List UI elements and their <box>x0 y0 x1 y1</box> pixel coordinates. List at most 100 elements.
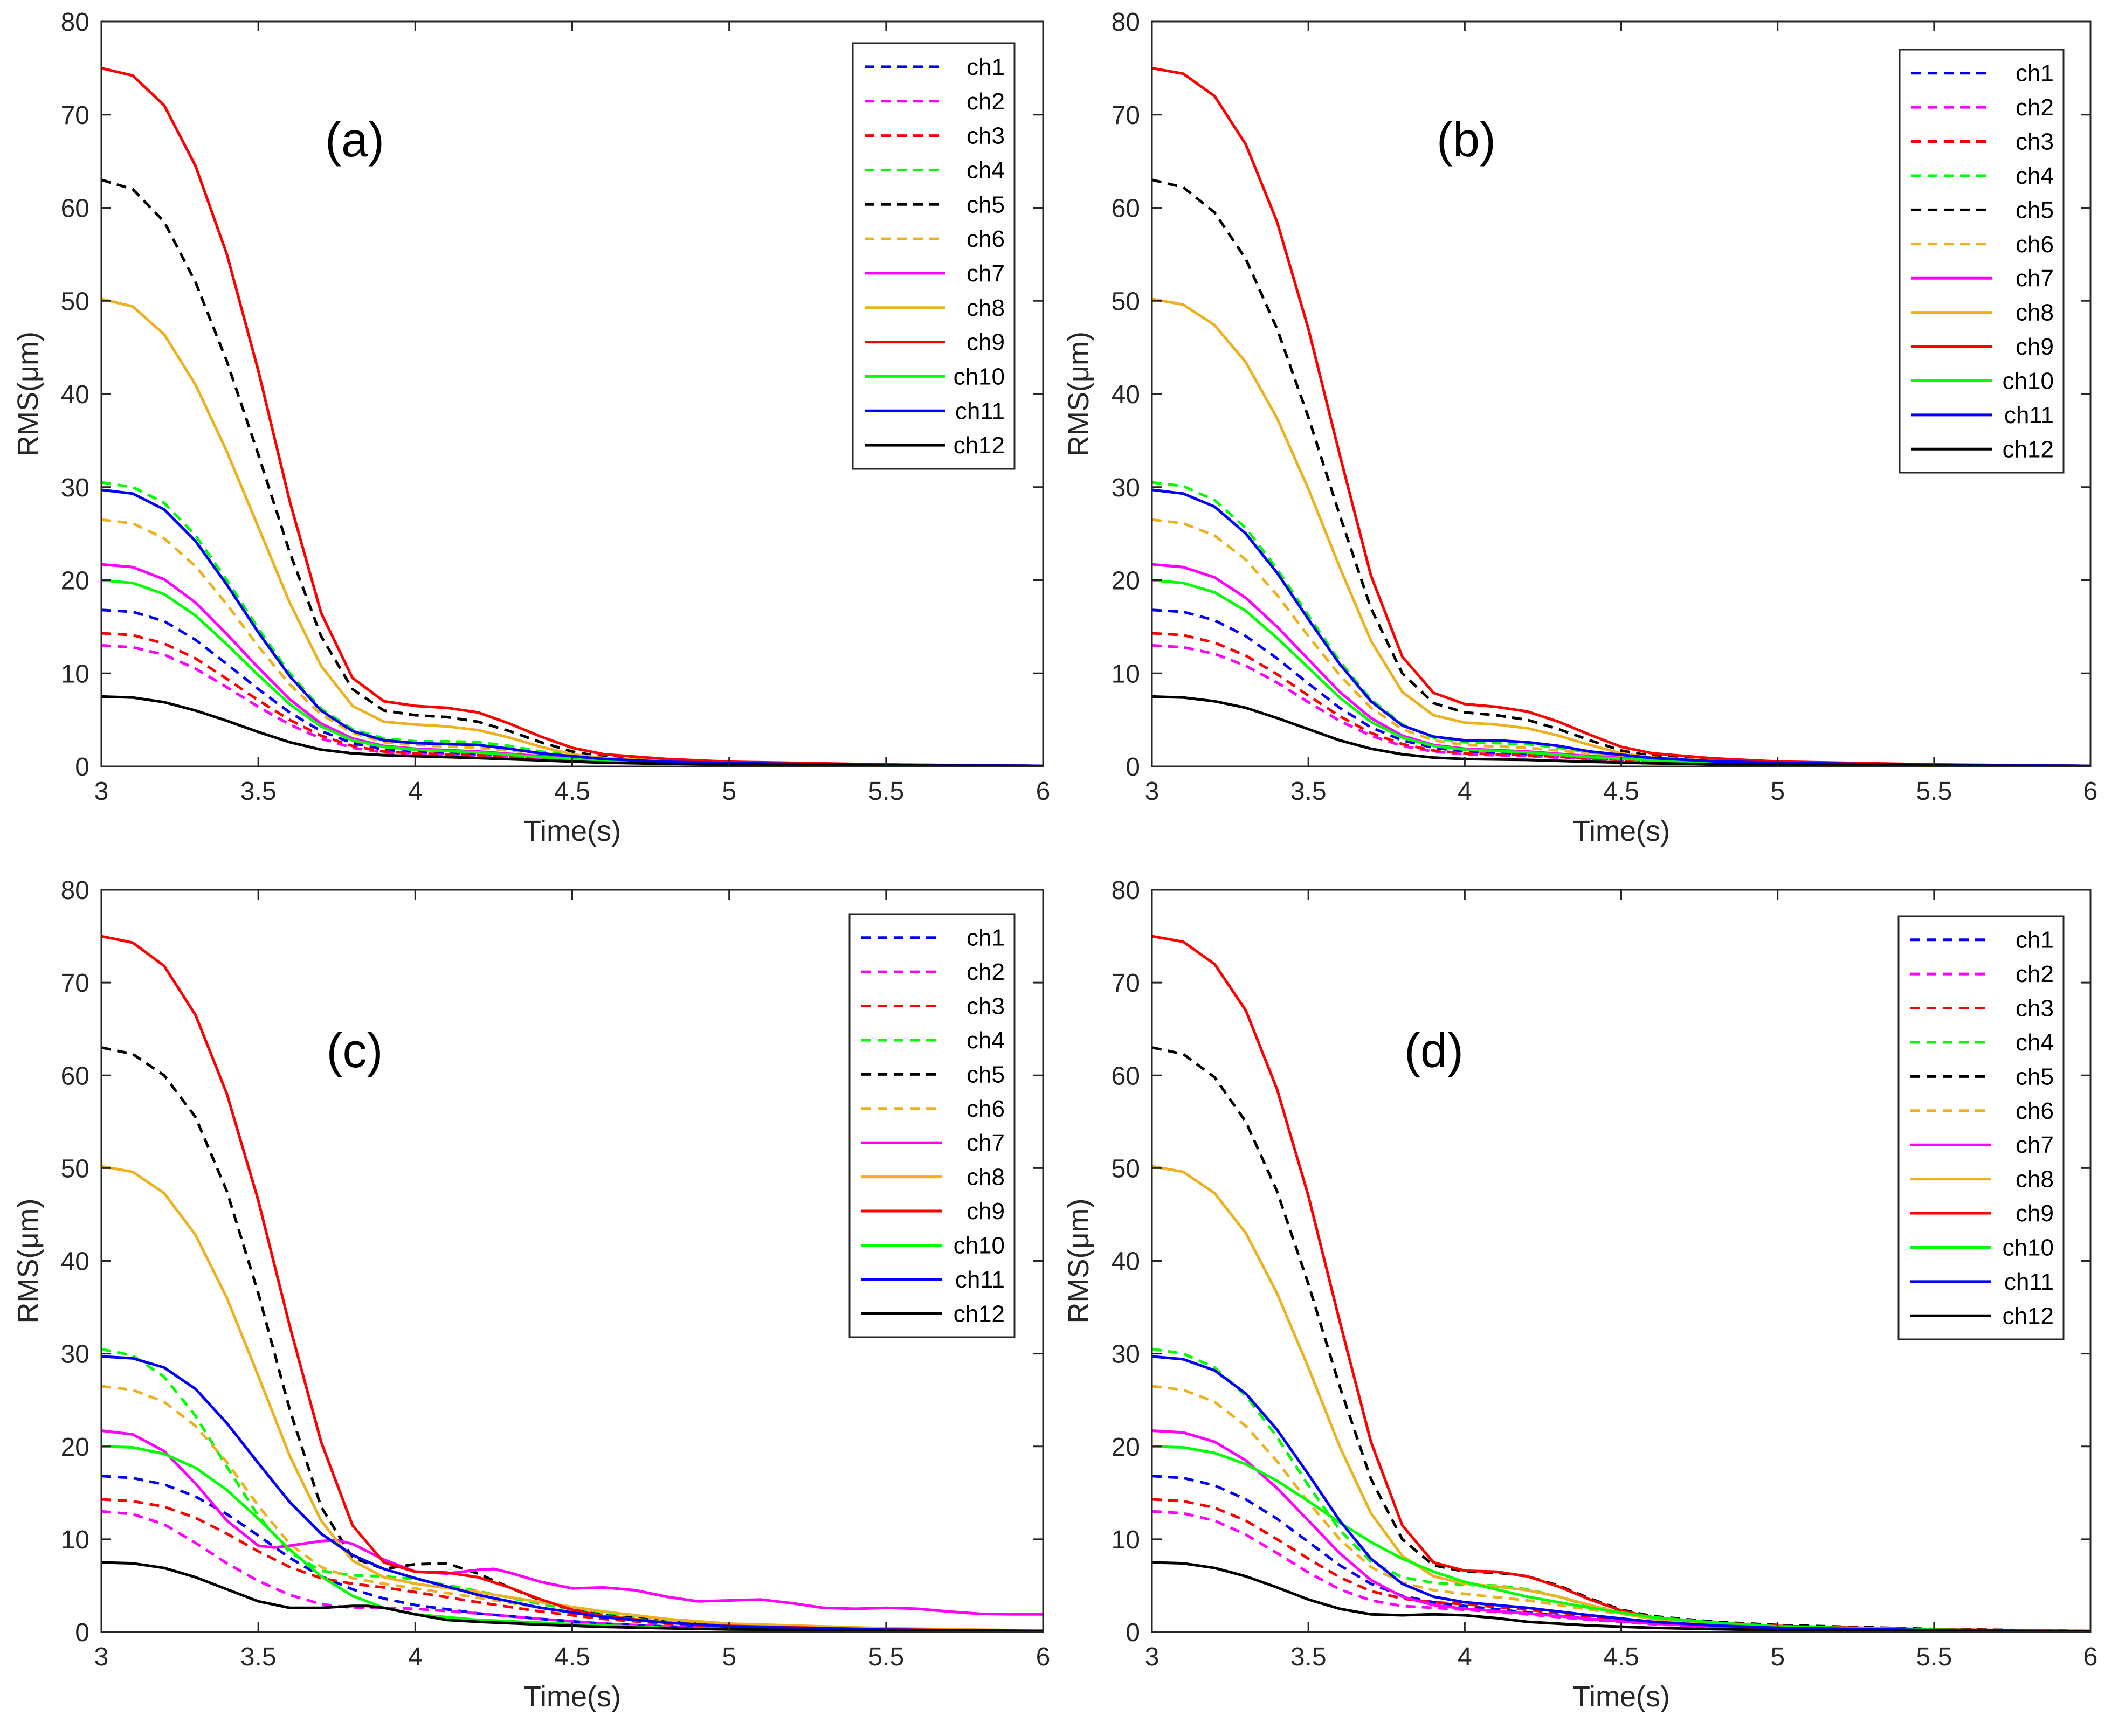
x-tick-label: 3 <box>1145 1643 1160 1671</box>
series-group <box>101 935 1043 1632</box>
x-tick-label: 5 <box>1770 1643 1785 1671</box>
y-tick-label: 10 <box>1112 660 1140 688</box>
x-tick-label: 4.5 <box>554 1643 590 1671</box>
legend-label-ch10: ch10 <box>954 1232 1005 1258</box>
y-tick-label: 80 <box>1112 8 1140 37</box>
x-tick-label: 5.5 <box>1916 777 1952 806</box>
panel-b: 3 3.5 4 4.5 5 5.5 601020304050607080Time(s)RMS… <box>1062 8 2097 847</box>
y-tick-label: 50 <box>1112 287 1140 316</box>
y-tick-label: 10 <box>1112 1526 1140 1554</box>
y-axis-label: RMS(μm) <box>12 331 44 457</box>
x-axis-label: Time(s) <box>523 815 621 847</box>
y-tick-label: 70 <box>61 101 89 130</box>
x-tick-label: 4 <box>1458 1643 1472 1671</box>
x-tick-label: 3.5 <box>240 1643 277 1671</box>
legend-label-ch2: ch2 <box>967 959 1005 985</box>
legend-label-ch5: ch5 <box>2016 1063 2054 1090</box>
legend-label-ch3: ch3 <box>2016 129 2054 155</box>
legend-label-ch6: ch6 <box>967 1096 1005 1122</box>
series-line-ch11 <box>101 1355 1043 1632</box>
series-line-ch12 <box>1152 695 2090 766</box>
legend-label-ch7: ch7 <box>2016 1132 2054 1158</box>
y-tick-label: 50 <box>61 1154 89 1183</box>
legend-label-ch12: ch12 <box>954 432 1005 459</box>
legend-label-ch7: ch7 <box>967 1130 1005 1156</box>
x-tick-label: 3.5 <box>240 777 277 806</box>
y-tick-label: 50 <box>61 287 89 316</box>
x-axis-label: Time(s) <box>1572 815 1670 847</box>
legend-label-ch12: ch12 <box>954 1301 1005 1327</box>
x-tick-label: 3.5 <box>1290 1643 1327 1671</box>
y-tick-label: 60 <box>61 1062 89 1090</box>
x-tick-label: 6 <box>2083 1643 2098 1671</box>
legend-label-ch9: ch9 <box>2016 334 2054 360</box>
legend-label-ch10: ch10 <box>2003 1234 2054 1261</box>
y-tick-label: 80 <box>1112 876 1140 905</box>
legend-label-ch12: ch12 <box>2003 436 2054 462</box>
legend-label-ch8: ch8 <box>967 295 1005 321</box>
legend-label-ch3: ch3 <box>967 123 1005 149</box>
y-tick-label: 30 <box>61 474 89 502</box>
x-tick-label: 3 <box>94 777 109 806</box>
series-group <box>1152 935 2090 1632</box>
y-tick-label: 60 <box>1112 1062 1140 1090</box>
panel-d: 3 3.5 4 4.5 5 5.5 601020304050607080Time(s)RMS… <box>1062 876 2097 1713</box>
series-line-ch9 <box>101 66 1043 766</box>
legend-label-ch11: ch11 <box>2004 1269 2054 1295</box>
x-tick-label: 4 <box>408 777 423 806</box>
series-line-ch10 <box>1152 1445 2090 1632</box>
series-group <box>101 66 1043 766</box>
legend-label-ch7: ch7 <box>967 260 1005 287</box>
series-line-ch11 <box>1152 1355 2090 1632</box>
legend: ch1 ch2 ch3 ch4 ch5 ch6 ch7 ch8 ch9 ch10 ch11 ch12 <box>848 913 1016 1338</box>
series-line-ch12 <box>1152 1561 2090 1632</box>
x-tick-label: 6 <box>1036 1643 1051 1671</box>
legend-box <box>852 42 1016 470</box>
y-tick-label: 30 <box>1112 474 1140 502</box>
y-tick-label: 40 <box>1112 381 1140 409</box>
legend-label-ch5: ch5 <box>967 191 1005 218</box>
y-tick-label: 20 <box>61 567 89 596</box>
legend-box <box>1899 49 2065 474</box>
y-tick-label: 40 <box>61 1248 89 1276</box>
legend-label-ch11: ch11 <box>955 398 1005 424</box>
legend-label-ch5: ch5 <box>2016 197 2054 223</box>
x-tick-label: 5 <box>1770 777 1785 806</box>
y-axis-label: RMS(μm) <box>1062 1198 1095 1323</box>
x-tick-label: 6 <box>2083 777 2098 806</box>
legend-box <box>848 913 1016 1338</box>
y-axis-label: RMS(μm) <box>12 1198 44 1323</box>
series-line-ch8 <box>101 1165 1043 1632</box>
panel-c: 3 3.5 4 4.5 5 5.5 601020304050607080Time(s)RMS… <box>12 876 1050 1713</box>
legend-box <box>1897 915 2065 1340</box>
x-tick-label: 3 <box>94 1643 109 1671</box>
legend-label-ch9: ch9 <box>2016 1200 2054 1227</box>
series-line-ch3 <box>101 1498 1043 1632</box>
legend-label-ch1: ch1 <box>967 54 1005 80</box>
legend-label-ch1: ch1 <box>2016 60 2054 87</box>
panel-label: (b) <box>1437 113 1496 167</box>
x-tick-label: 5.5 <box>1916 1643 1952 1671</box>
legend-label-ch8: ch8 <box>967 1164 1005 1191</box>
legend-label-ch4: ch4 <box>967 1027 1005 1054</box>
y-tick-label: 60 <box>61 195 89 223</box>
x-tick-label: 4 <box>408 1643 423 1671</box>
legend-label-ch1: ch1 <box>2016 927 2054 953</box>
y-tick-label: 20 <box>61 1433 89 1462</box>
legend-label-ch6: ch6 <box>967 226 1005 252</box>
y-tick-label: 10 <box>61 1526 89 1554</box>
series-line-ch5 <box>1152 178 2090 766</box>
legend-label-ch7: ch7 <box>2016 265 2054 292</box>
legend-label-ch11: ch11 <box>955 1267 1005 1293</box>
y-tick-label: 0 <box>1126 753 1140 781</box>
y-tick-label: 70 <box>1112 969 1140 998</box>
legend: ch1 ch2 ch3 ch4 ch5 ch6 ch7 ch8 ch9 ch10 ch11 ch12 <box>852 42 1016 470</box>
y-tick-label: 40 <box>61 381 89 409</box>
panel-a: 3 3.5 4 4.5 5 5.5 601020304050607080Time(s)RMS… <box>12 8 1050 847</box>
legend-label-ch3: ch3 <box>2016 995 2054 1022</box>
x-tick-label: 6 <box>1036 777 1051 806</box>
y-tick-label: 30 <box>1112 1340 1140 1369</box>
legend: ch1 ch2 ch3 ch4 ch5 ch6 ch7 ch8 ch9 ch10 ch11 ch12 <box>1897 915 2065 1340</box>
series-line-ch9 <box>1152 66 2090 766</box>
legend-label-ch2: ch2 <box>2016 961 2054 987</box>
